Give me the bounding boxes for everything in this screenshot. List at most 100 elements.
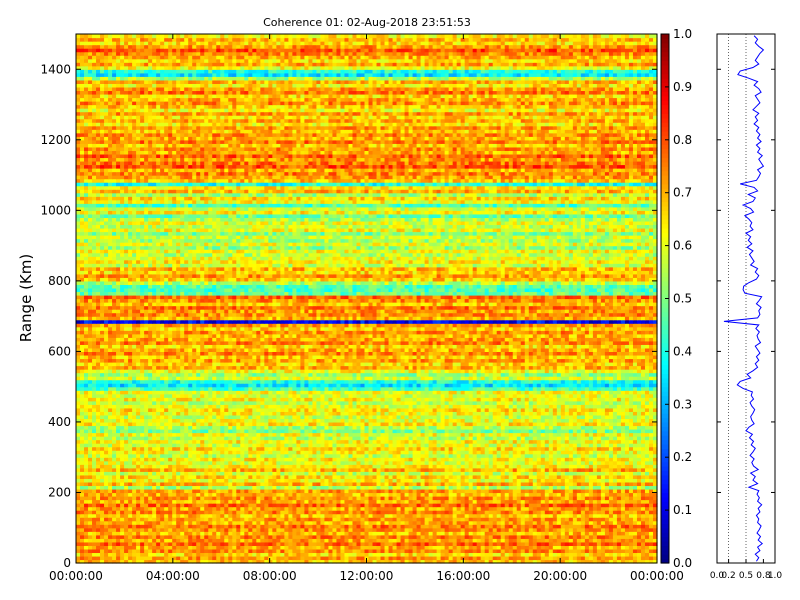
heatmap-cell bbox=[304, 506, 309, 511]
heatmap-cell bbox=[148, 513, 153, 518]
heatmap-cell bbox=[92, 495, 97, 501]
heatmap-cell bbox=[472, 488, 478, 494]
heatmap-cell bbox=[340, 488, 346, 494]
heatmap-cell bbox=[284, 464, 289, 469]
heatmap-cell bbox=[324, 457, 330, 462]
heatmap-cell bbox=[456, 506, 462, 511]
heatmap-cell bbox=[176, 531, 181, 536]
heatmap-cell bbox=[344, 538, 350, 543]
heatmap-cell bbox=[604, 517, 610, 522]
heatmap-cell bbox=[372, 457, 378, 462]
heatmap-cell bbox=[560, 510, 566, 515]
heatmap-cell bbox=[244, 485, 249, 490]
heatmap-cell bbox=[76, 517, 81, 522]
heatmap-cell bbox=[216, 485, 221, 490]
heatmap-cell bbox=[268, 453, 273, 458]
heatmap-cell bbox=[652, 492, 658, 497]
heatmap-cell bbox=[340, 552, 346, 557]
heatmap-cell bbox=[220, 481, 225, 487]
heatmap-cell bbox=[536, 538, 542, 543]
heatmap-cell bbox=[524, 541, 530, 546]
heatmap-cell bbox=[220, 499, 225, 504]
heatmap-cell bbox=[212, 460, 217, 465]
heatmap-cell bbox=[132, 527, 137, 532]
heatmap-cell bbox=[588, 503, 594, 508]
heatmap-cell bbox=[264, 517, 269, 522]
heatmap-cell bbox=[444, 541, 450, 546]
heatmap-cell bbox=[272, 457, 277, 462]
heatmap-cell bbox=[452, 517, 458, 522]
heatmap-cell bbox=[120, 460, 125, 465]
heatmap-cell bbox=[556, 545, 562, 550]
heatmap-cell bbox=[528, 464, 534, 469]
heatmap-cell bbox=[196, 548, 201, 554]
heatmap-cell bbox=[532, 467, 538, 472]
heatmap-cell bbox=[588, 506, 594, 511]
heatmap-cell bbox=[216, 460, 221, 465]
heatmap-cell bbox=[400, 534, 406, 539]
heatmap-cell bbox=[312, 506, 318, 511]
heatmap-cell bbox=[308, 534, 314, 539]
heatmap-cell bbox=[336, 534, 342, 539]
heatmap-cell bbox=[452, 453, 458, 458]
heatmap-cell bbox=[412, 520, 418, 525]
heatmap-cell bbox=[236, 559, 241, 564]
heatmap-cell bbox=[80, 510, 85, 515]
heatmap-cell bbox=[348, 555, 354, 561]
heatmap-cell bbox=[528, 478, 534, 483]
heatmap-cell bbox=[440, 538, 446, 543]
heatmap-cell bbox=[524, 488, 530, 494]
heatmap-cell bbox=[120, 524, 125, 529]
heatmap-cell bbox=[340, 492, 346, 497]
heatmap-cell bbox=[256, 503, 261, 508]
heatmap-cell bbox=[328, 552, 334, 557]
heatmap-cell bbox=[416, 541, 422, 546]
heatmap-cell bbox=[524, 474, 530, 479]
heatmap-cell bbox=[152, 443, 157, 448]
heatmap-cell bbox=[496, 559, 502, 564]
heatmap-cell bbox=[488, 443, 494, 448]
heatmap-cell bbox=[548, 510, 554, 515]
heatmap-cell bbox=[416, 503, 422, 508]
heatmap-cell bbox=[556, 453, 562, 458]
heatmap-cell bbox=[628, 510, 634, 515]
heatmap-cell bbox=[300, 534, 305, 539]
heatmap-cell bbox=[148, 457, 153, 462]
heatmap-cell bbox=[544, 559, 550, 564]
heatmap-cell bbox=[396, 541, 402, 546]
heatmap-cell bbox=[208, 453, 213, 458]
heatmap-cell bbox=[100, 450, 105, 455]
heatmap-cell bbox=[564, 520, 570, 525]
heatmap-cell bbox=[520, 474, 526, 479]
heatmap-cell bbox=[472, 503, 478, 508]
heatmap-cell bbox=[280, 446, 285, 451]
heatmap-cell bbox=[328, 520, 334, 525]
heatmap-cell bbox=[456, 492, 462, 497]
heatmap-cell bbox=[184, 495, 189, 501]
heatmap-cell bbox=[428, 559, 434, 564]
heatmap-cell bbox=[416, 481, 422, 487]
heatmap-cell bbox=[652, 545, 658, 550]
heatmap-cell bbox=[636, 503, 642, 508]
heatmap-cell bbox=[444, 548, 450, 554]
heatmap-cell bbox=[100, 559, 105, 564]
heatmap-cell bbox=[336, 517, 342, 522]
heatmap-cell bbox=[572, 460, 578, 465]
heatmap-cell bbox=[216, 506, 221, 511]
heatmap-cell bbox=[336, 548, 342, 554]
heatmap-cell bbox=[504, 443, 510, 448]
heatmap-cell bbox=[352, 548, 358, 554]
heatmap-cell bbox=[208, 534, 213, 539]
heatmap-cell bbox=[572, 541, 578, 546]
heatmap-cell bbox=[548, 513, 554, 518]
heatmap-cell bbox=[208, 520, 213, 525]
heatmap-cell bbox=[480, 503, 486, 508]
heatmap-cell bbox=[588, 531, 594, 536]
heatmap-cell bbox=[152, 457, 157, 462]
heatmap-cell bbox=[292, 478, 297, 483]
heatmap-cell bbox=[428, 524, 434, 529]
heatmap-cell bbox=[476, 450, 482, 455]
heatmap-cell bbox=[508, 485, 514, 490]
heatmap-cell bbox=[512, 446, 518, 451]
heatmap-cell bbox=[88, 450, 93, 455]
